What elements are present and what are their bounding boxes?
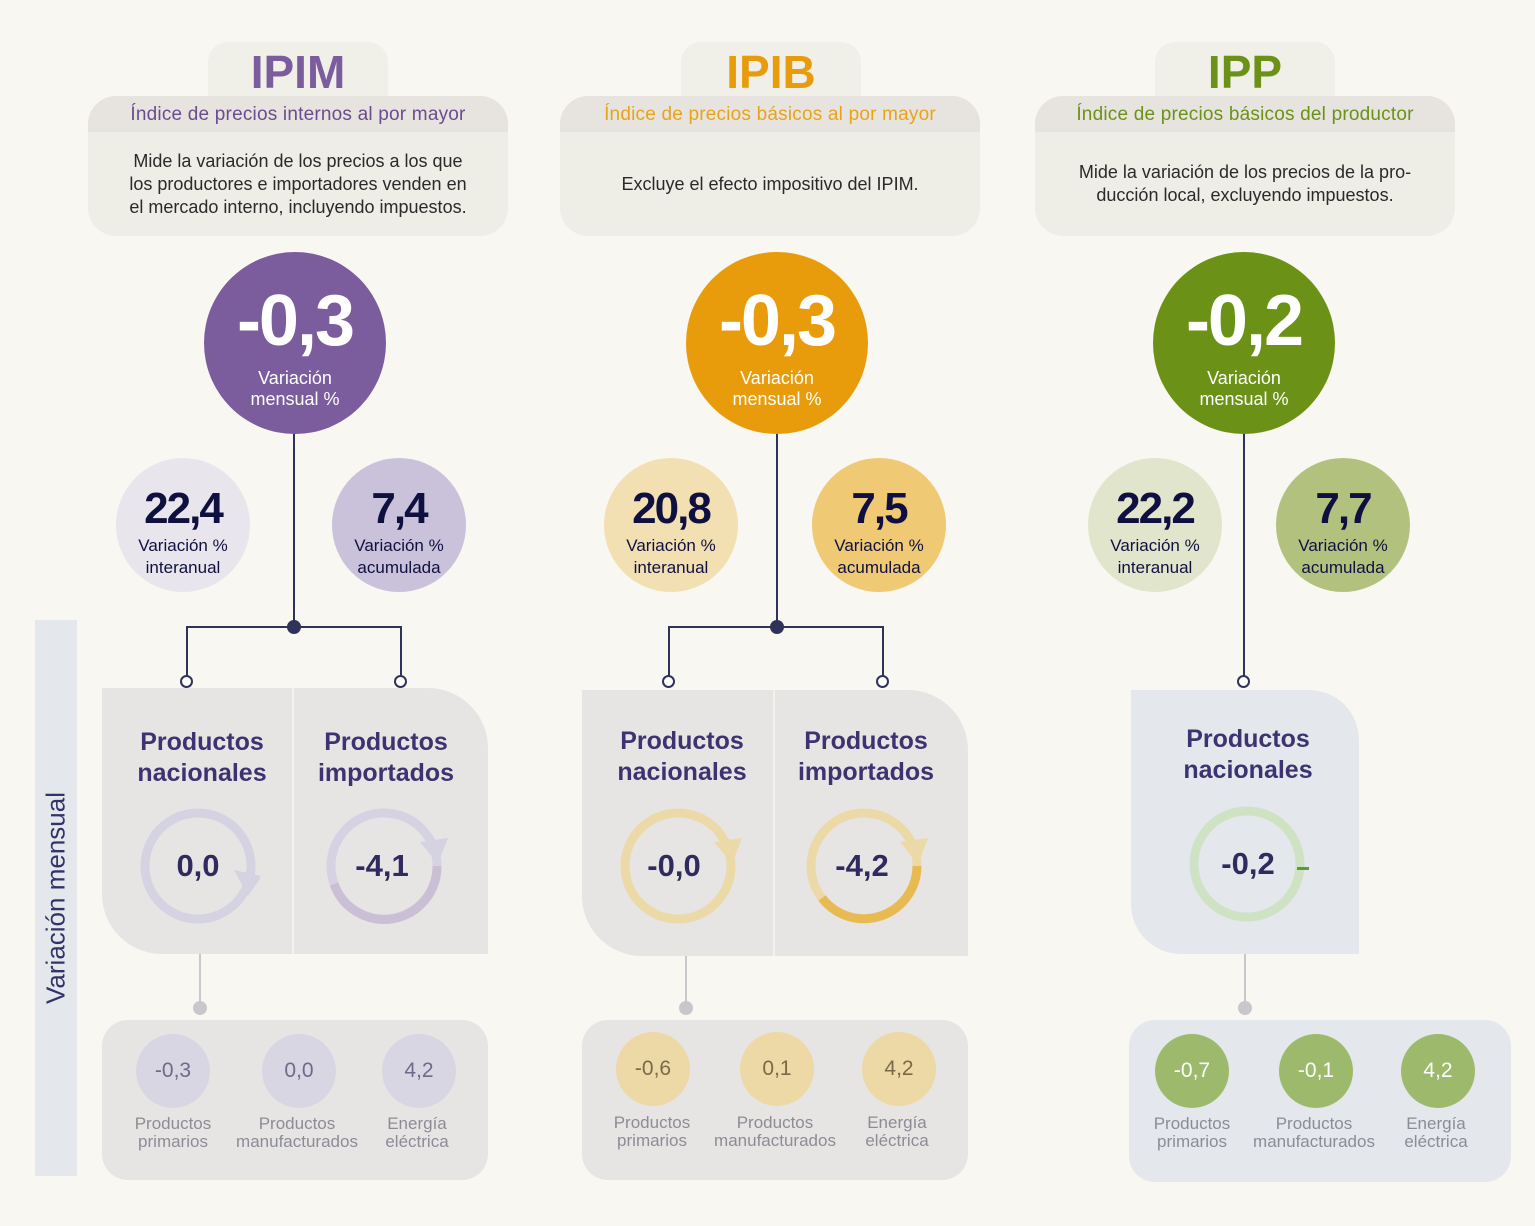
side-label: Variación mensual (40, 792, 71, 1004)
ipib-acumulada-value: 7,5 (851, 484, 908, 533)
ipib-manufacturados-label: Productos manufacturados (714, 1113, 836, 1150)
ipim-code: IPIM (208, 42, 388, 106)
ipp-acumulada-circle: 7,7 Variación % acumulada (1276, 458, 1410, 592)
ipib-energia-label: Energía eléctrica (865, 1113, 929, 1150)
ipp-interanual-value: 22,2 (1116, 484, 1196, 533)
ipp-sub-connector (1244, 954, 1246, 1004)
ipim-manufacturados-label: Productos manufacturados (236, 1114, 358, 1151)
ipib-description-box: Índice de precios básicos al por mayor E… (560, 96, 980, 236)
ipp-nacionales-title: Productos nacionales (1183, 725, 1313, 784)
ipp-main-value: -0,2 (1185, 281, 1304, 361)
ipp-energia-circle: 4,2 (1401, 1034, 1475, 1108)
ipib-code: IPIB (681, 42, 861, 106)
ipib-sub-node (679, 1001, 693, 1015)
ipim-manufacturados-circle: 0,0 (262, 1034, 336, 1108)
ipim-branch-right (400, 626, 402, 678)
side-label-bar: Variación mensual (35, 620, 77, 1176)
ipim-nacionales-value: 0,0 (176, 848, 220, 883)
ipib-node-right (876, 675, 889, 688)
ipib-connector (776, 430, 778, 628)
ipib-branch-right (882, 626, 884, 678)
ipim-primarios-circle: -0,3 (136, 1034, 210, 1108)
ipp-nacionales-value: -0,2 (1221, 846, 1275, 881)
ipib-subtitle: Índice de precios básicos al por mayor (560, 96, 980, 132)
ipp-sub-node (1238, 1001, 1252, 1015)
ipp-main-label: Variación mensual % (1199, 368, 1289, 409)
ipib-manufacturados-circle: 0,1 (740, 1032, 814, 1106)
ipim-interanual-value: 22,4 (144, 484, 224, 533)
ipib-sub-connector (685, 956, 687, 1004)
ipp-subtitle: Índice de precios básicos del productor (1035, 96, 1455, 132)
ipib-branch-left (668, 626, 670, 678)
ipib-importados-title: Productos importados (797, 727, 935, 786)
ipim-interanual-circle: 22,4 Variación % interanual (116, 458, 250, 592)
ipim-interanual-label: Variación % interanual (138, 536, 228, 577)
ipp-interanual-label: Variación % interanual (1110, 536, 1200, 577)
ipim-description-box: Índice de precios internos al por mayor … (88, 96, 508, 236)
ipib-nacionales-cycle-icon (620, 808, 742, 924)
ipim-main-value: -0,3 (236, 281, 355, 361)
ipib-main-value: -0,3 (718, 281, 837, 361)
ipib-interanual-label: Variación % interanual (626, 536, 716, 577)
ipim-sub-node (193, 1001, 207, 1015)
ipim-acumulada-label: Variación % acumulada (354, 536, 444, 577)
ipib-panel-divider (773, 690, 775, 956)
ipp-manufacturados-label: Productos manufacturados (1253, 1114, 1375, 1151)
ipim-acumulada-circle: 7,4 Variación % acumulada (332, 458, 466, 592)
ipp-code: IPP (1155, 42, 1335, 106)
ipp-acumulada-value: 7,7 (1315, 484, 1372, 533)
ipim-primarios-label: Productos primarios (134, 1114, 212, 1151)
ipim-connector (293, 430, 295, 628)
ipim-nacionales-title: Productos nacionales (137, 728, 267, 787)
ipim-main-label: Variación mensual % (250, 368, 340, 409)
ipp-node (1237, 675, 1250, 688)
ipp-description-box: Índice de precios básicos del productor … (1035, 96, 1455, 236)
ipp-energia-label: Energía eléctrica (1404, 1114, 1468, 1151)
ipim-sub-connector (199, 954, 201, 1004)
ipib-branch-node (770, 620, 784, 634)
ipib-primarios-label: Productos primarios (613, 1113, 691, 1150)
ipim-energia-label: Energía eléctrica (385, 1114, 449, 1151)
ipp-products-panel (1131, 690, 1359, 954)
ipib-nacionales-value: -0,0 (647, 848, 701, 883)
ipp-primarios-label: Productos primarios (1153, 1114, 1231, 1151)
ipib-interanual-value: 20,8 (632, 484, 712, 533)
ipim-nacionales-cycle-icon (140, 808, 260, 924)
ipib-acumulada-circle: 7,5 Variación % acumulada (812, 458, 946, 592)
ipim-acumulada-value: 7,4 (371, 484, 428, 533)
ipim-importados-value: -4,1 (355, 848, 409, 883)
ipib-nacionales-title: Productos nacionales (617, 727, 747, 786)
ipib-description: Excluye el efecto impositivo del IPIM. (621, 173, 919, 194)
ipib-importados-value: -4,2 (835, 848, 889, 883)
ipp-acumulada-label: Variación % acumulada (1298, 536, 1388, 577)
ipim-branch-node (287, 620, 301, 634)
ipim-node-left (180, 675, 193, 688)
ipp-interanual-circle: 22,2 Variación % interanual (1088, 458, 1222, 592)
ipib-energia-circle: 4,2 (862, 1032, 936, 1106)
ipp-description: Mide la variación de los precios de la p… (1078, 162, 1412, 205)
ipp-main-circle: -0,2 Variación mensual % (1153, 252, 1335, 434)
ipim-main-circle: -0,3 Variación mensual % (204, 252, 386, 434)
ipib-node-left (662, 675, 675, 688)
ipim-panel-divider (292, 688, 294, 954)
ipim-importados-cycle-icon (326, 808, 448, 924)
ipib-acumulada-label: Variación % acumulada (834, 536, 924, 577)
ipp-nacionales-cycle-icon (1189, 806, 1309, 922)
ipim-importados-title: Productos importados (317, 728, 455, 787)
ipim-description: Mide la variación de los precios a los q… (129, 150, 467, 217)
ipib-main-circle: -0,3 Variación mensual % (686, 252, 868, 434)
ipp-primarios-circle: -0,7 (1155, 1034, 1229, 1108)
ipim-node-right (394, 675, 407, 688)
ipim-branch-left (186, 626, 188, 678)
ipim-subtitle: Índice de precios internos al por mayor (88, 96, 508, 132)
ipib-importados-cycle-icon (806, 808, 928, 924)
ipim-energia-circle: 4,2 (382, 1034, 456, 1108)
ipib-primarios-circle: -0,6 (616, 1032, 690, 1106)
ipib-interanual-circle: 20,8 Variación % interanual (604, 458, 738, 592)
ipib-main-label: Variación mensual % (732, 368, 822, 409)
ipp-manufacturados-circle: -0,1 (1279, 1034, 1353, 1108)
ipp-connector (1243, 430, 1245, 676)
